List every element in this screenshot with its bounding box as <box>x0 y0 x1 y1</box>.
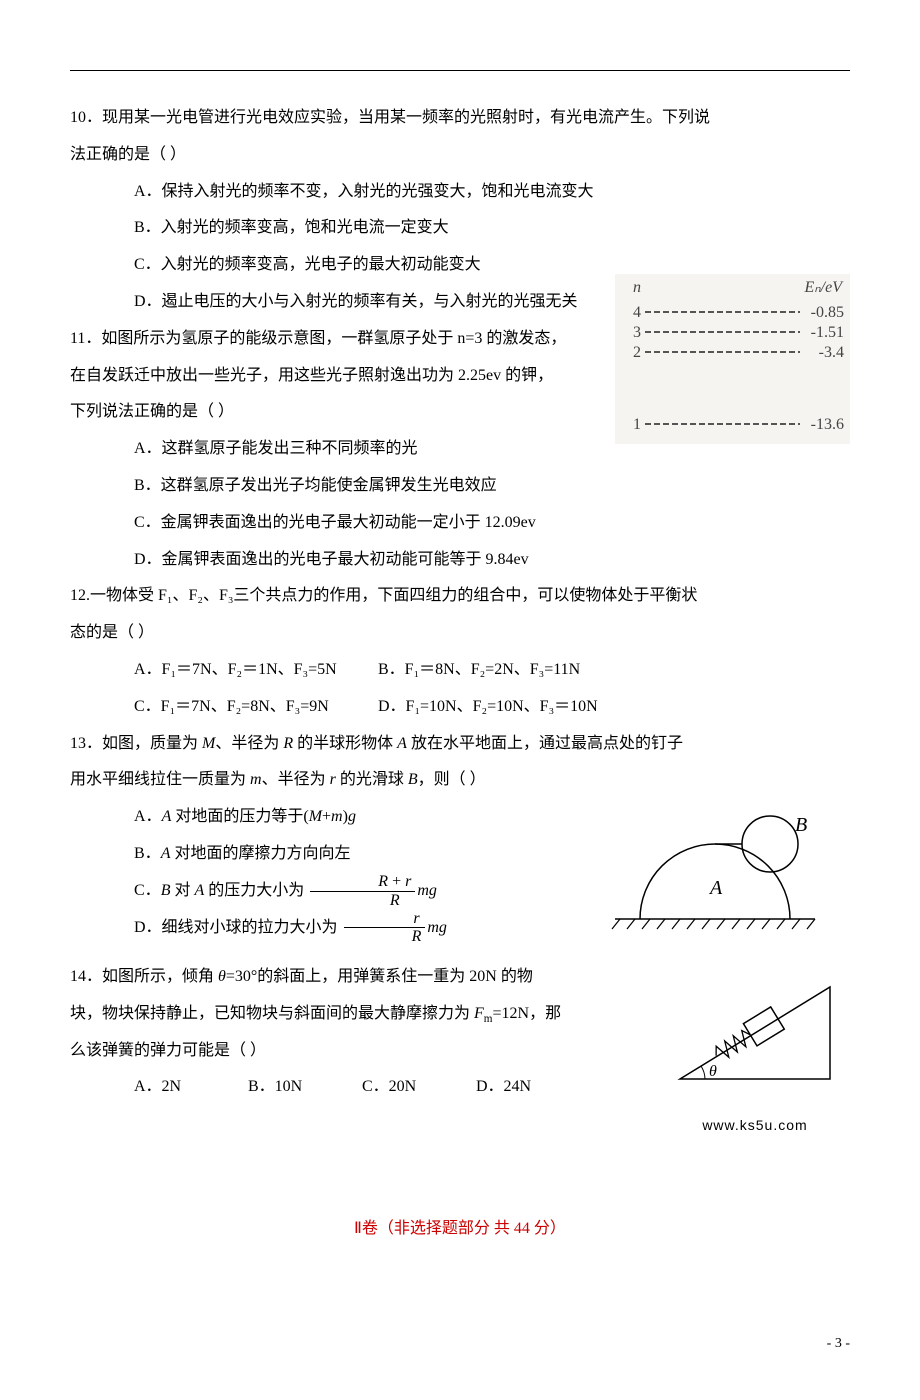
q13-stem-a-post: 放在水平地面上，通过最高点处的钉子 <box>407 735 683 752</box>
ks5u-watermark: www.ks5u.com <box>670 1109 840 1141</box>
svg-text:n: n <box>633 279 641 296</box>
q14-Fm-sub: m <box>484 1013 493 1025</box>
q13-C-num-plus: + <box>388 873 405 890</box>
q11-opt-d: D．金属钾表面逸出的光电子最大初动能可能等于 9.84ev <box>70 542 850 579</box>
q14-b-post: =12N，那 <box>493 1005 562 1022</box>
q14-opt-a: A．2N <box>134 1069 244 1106</box>
page-top-rule <box>70 70 850 71</box>
q13-C-num-r: r <box>405 873 411 890</box>
q13-stem-a-mid1: 、半径为 <box>215 735 283 752</box>
q12-opt-b: B．F₁＝8N、F₂=2N、F₃=11N <box>378 652 618 689</box>
q13-A-g: g <box>348 808 356 825</box>
energy-level-diagram: n Eₙ/eV 4 -0.85 3 -1.51 2 -3.4 1 -13.6 <box>615 274 850 459</box>
q13-C-mid: 对 <box>170 882 194 899</box>
q12-opt-a: A．F₁＝7N、F₂＝1N、F₃=5N <box>134 652 374 689</box>
q10-stem-line1: 10．现用某一光电管进行光电效应实验，当用某一频率的光照射时，有光电流产生。下列… <box>70 100 850 137</box>
q13-Aobj: A <box>397 735 407 752</box>
q13-D-frac: r R <box>344 910 426 946</box>
q12-stem-a: 12.一物体受 F₁、F₂、F₃三个共点力的作用，下面四组力的组合中，可以使物体… <box>70 578 850 615</box>
q13-A-plus: + <box>322 808 331 825</box>
q13-B-pre: B． <box>134 845 161 862</box>
svg-text:3: 3 <box>633 324 641 341</box>
q14-theta: θ <box>218 968 226 985</box>
q14-a-pre: 14．如图所示，倾角 <box>70 968 218 985</box>
q13-Bobj: B <box>408 771 418 788</box>
q12-stem-b: 态的是（ ） <box>70 615 850 652</box>
q13-stem-b-mid: 、半径为 <box>262 771 330 788</box>
q13-D-mg: mg <box>427 919 447 936</box>
svg-text:2: 2 <box>633 344 641 361</box>
q10-stem-line2: 法正确的是（ ） <box>70 137 850 174</box>
q12-opt-d: D．F₁=10N、F₂=10N、F₃＝10N <box>378 689 618 726</box>
q14-Fm-F: F <box>474 1005 484 1022</box>
q13-m: m <box>250 771 262 788</box>
page-number: - 3 - <box>70 1328 850 1360</box>
q13-C-A: A <box>194 882 204 899</box>
q13-R: R <box>283 735 293 752</box>
q13-A-M: M <box>309 808 322 825</box>
q13-D-pre: D．细线对小球的拉力大小为 <box>134 919 338 936</box>
q13-A-m: m <box>331 808 343 825</box>
q13-M: M <box>202 735 215 752</box>
q13-stem-b-mid2: 的光滑球 <box>336 771 408 788</box>
svg-text:1: 1 <box>633 416 641 433</box>
q13-D-den: R <box>344 928 426 946</box>
q13-stem-b: 用水平细线拉住一质量为 m、半径为 r 的光滑球 B，则（ ） <box>70 762 850 799</box>
q11-opt-b: B．这群氢原子发出光子均能使金属钾发生光电效应 <box>70 468 850 505</box>
q14-b-pre: 块，物块保持静止，已知物块与斜面间的最大静摩擦力为 <box>70 1005 474 1022</box>
label-B: B <box>795 814 807 836</box>
halfball-diagram: A B <box>610 809 820 949</box>
q13-stem-a: 13．如图，质量为 M、半径为 R 的半球形物体 A 放在水平地面上，通过最高点… <box>70 726 850 763</box>
q13-C-pre: C． <box>134 882 161 899</box>
q11-opt-c: C．金属钾表面逸出的光电子最大初动能一定小于 12.09ev <box>70 505 850 542</box>
q13-C-frac: R + r R <box>310 873 415 909</box>
theta-label: θ <box>709 1063 717 1080</box>
q13-B-A: A <box>161 845 171 862</box>
label-A: A <box>708 877 723 899</box>
q13-stem-b-post: ，则（ ） <box>418 771 486 788</box>
svg-text:Eₙ/eV: Eₙ/eV <box>804 279 845 296</box>
q13-C-mg: mg <box>417 882 437 899</box>
q10-opt-b: B．入射光的频率变高，饱和光电流一定变大 <box>70 210 850 247</box>
q14-a-mid: =30°的斜面上，用弹簧系住一重为 20N 的物 <box>226 968 533 985</box>
q13-stem-a-mid2: 的半球形物体 <box>293 735 397 752</box>
q14-opt-b: B．10N <box>248 1069 358 1106</box>
q14-opt-d: D．24N <box>476 1069 586 1106</box>
q10-opt-a: A．保持入射光的频率不变，入射光的光强变大，饱和光电流变大 <box>70 174 850 211</box>
q13-stem-a-pre: 13．如图，质量为 <box>70 735 202 752</box>
q13-C-mid2: 的压力大小为 <box>204 882 304 899</box>
svg-text:-3.4: -3.4 <box>819 344 844 361</box>
q13-D-num: r <box>344 910 426 929</box>
q13-C-den: R <box>310 892 415 910</box>
svg-text:-0.85: -0.85 <box>811 304 844 321</box>
q13-C-B: B <box>161 882 171 899</box>
svg-text:-13.6: -13.6 <box>811 416 844 433</box>
svg-text:-1.51: -1.51 <box>811 324 844 341</box>
q13-A-A: A <box>162 808 172 825</box>
q12-opt-c: C．F₁＝7N、F₂=8N、F₃=9N <box>134 689 374 726</box>
q13-B-post: 对地面的摩擦力方向向左 <box>170 845 350 862</box>
section-2-title: Ⅱ卷（非选择题部分 共 44 分） <box>70 1211 850 1248</box>
svg-text:4: 4 <box>633 304 641 321</box>
spring-incline-diagram: θ www.ks5u.com <box>670 969 840 1141</box>
q13-A-pre: A． <box>134 808 162 825</box>
q13-A-mid: 对地面的压力等于( <box>171 808 308 825</box>
q13-stem-b-pre: 用水平细线拉住一质量为 <box>70 771 250 788</box>
q13-C-num-R: R <box>378 873 388 890</box>
q14-opt-c: C．20N <box>362 1069 472 1106</box>
